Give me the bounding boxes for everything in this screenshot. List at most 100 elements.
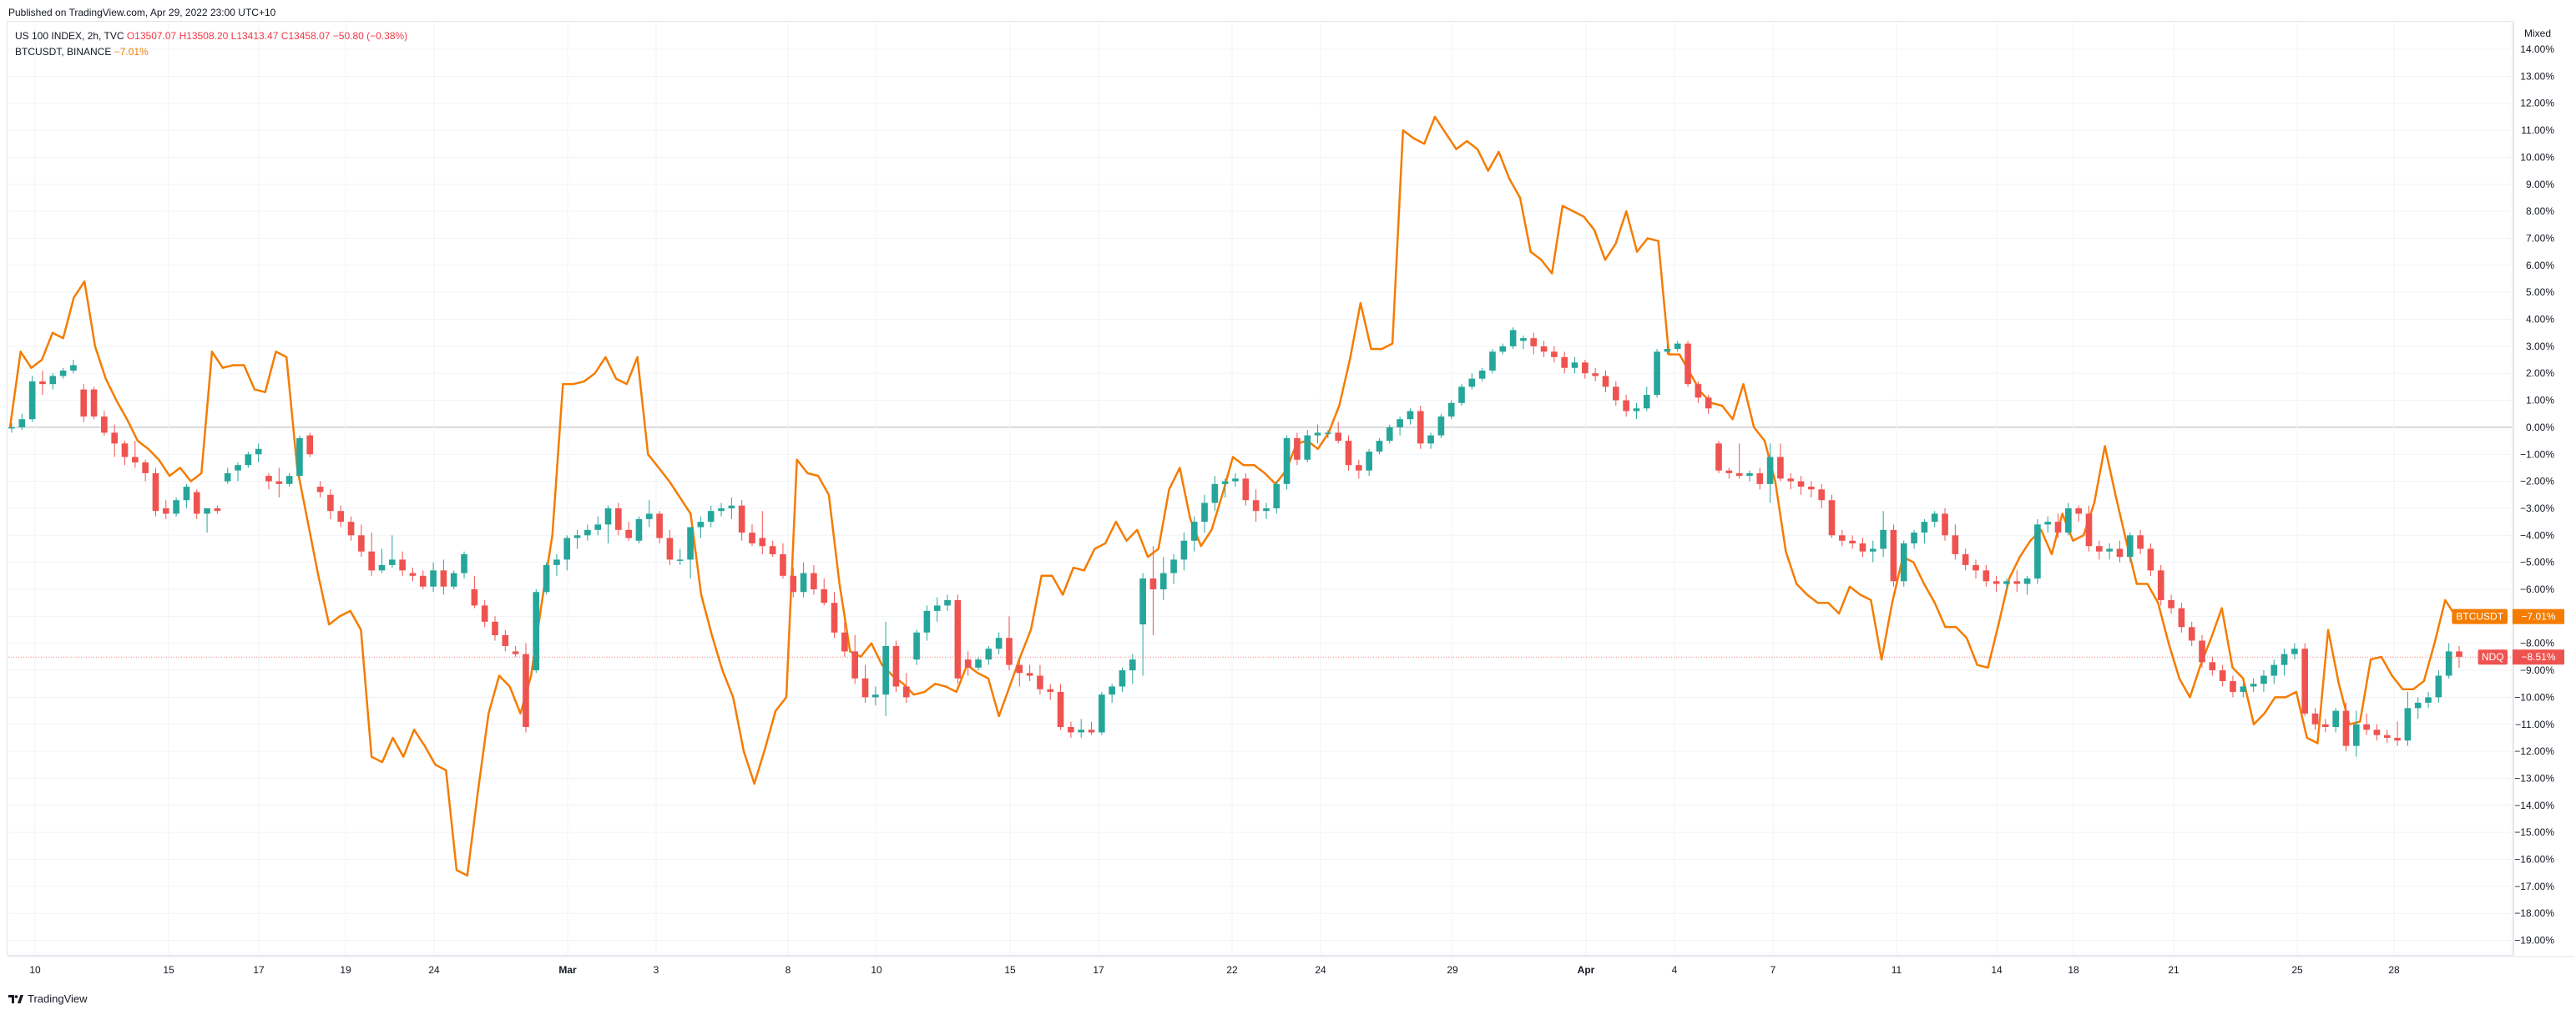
scale-mode-label[interactable]: Mixed (2523, 28, 2551, 39)
ndq-candle (1777, 443, 1784, 482)
ndq-candle (121, 441, 129, 466)
ndq-candle (1890, 524, 1897, 587)
x-tick-label: Apr (1578, 964, 1595, 976)
candle-body (2023, 578, 2031, 584)
candle-body (204, 508, 210, 514)
candle-body (676, 559, 684, 561)
candle-body (738, 505, 745, 533)
ndq-candle (780, 543, 786, 579)
candle-body (265, 476, 272, 482)
ndq-candle (440, 559, 447, 595)
candle-body (1880, 529, 1887, 549)
ndq-candle (1201, 494, 1208, 533)
candle-body (419, 575, 427, 587)
y-tick-label: 10.00% (2520, 151, 2554, 163)
price-axis[interactable]: 14.00% 13.00% 12.00% 11.00% 10.00% 9.00% 8.00%… (2514, 43, 2554, 947)
ndq-candle (306, 432, 314, 457)
ndq-candle (193, 489, 200, 519)
ndq-candle (584, 524, 591, 541)
ndq-candle (769, 540, 776, 558)
candle-body (1190, 522, 1198, 541)
candle-body (59, 370, 67, 376)
candle-body (1057, 691, 1064, 727)
candle-body (1540, 346, 1548, 352)
x-tick-label: 17 (253, 964, 265, 976)
candle-body (1417, 411, 1424, 444)
ndq-candle (1520, 335, 1527, 350)
legend-ndx-name: US 100 INDEX, 2h, TVC (15, 30, 124, 42)
ndq-candle (1571, 356, 1578, 374)
ndq-candle (1983, 564, 1990, 587)
ndq-candle (1869, 540, 1876, 563)
ndq-candle (214, 505, 221, 514)
candle-body (1211, 483, 1219, 503)
candle-body (1582, 362, 1589, 374)
candle-body (1900, 543, 1907, 582)
y-tick-label: 2.00% (2526, 367, 2554, 379)
ndq-candle (173, 497, 179, 517)
candle-body (2199, 640, 2205, 663)
ndq-candle (882, 621, 889, 717)
ndq-candle (1294, 432, 1301, 466)
ndq-candle (337, 505, 345, 528)
candle-body (923, 610, 931, 633)
candle-body (944, 599, 951, 606)
ndq-candle (1190, 516, 1198, 552)
ndq-candle (1211, 476, 1219, 512)
ndq-candle (1252, 489, 1260, 523)
ndq-candle (409, 568, 417, 582)
ndq-candle (368, 533, 375, 576)
time-axis[interactable]: 10 15 17 19 24 Mar 3 8 10 15 17 22 24 29 Apr 4 7 11 14 18 21… (29, 964, 2400, 976)
ndq-candle (285, 472, 293, 487)
candle-body (214, 508, 221, 512)
candle-body (1386, 427, 1393, 442)
ndq-candle (2106, 543, 2113, 560)
ndq-candle (687, 527, 694, 579)
ndq-candle (316, 481, 324, 498)
ndq-candle (152, 467, 159, 517)
tradingview-logo[interactable]: TradingView (8, 992, 88, 1005)
candle-body (142, 462, 149, 473)
ndq-candle (707, 505, 715, 528)
candle-body (2425, 697, 2432, 703)
candle-body (1509, 330, 1517, 346)
ndq-candle (1109, 684, 1115, 703)
ndq-candle (1705, 395, 1712, 414)
x-tick-label: 4 (1672, 964, 1678, 976)
candle-body (933, 605, 941, 611)
candle-body (1551, 351, 1558, 357)
ndq-candle (1972, 559, 1979, 579)
ndq-candle (1695, 381, 1702, 403)
candle-body (1602, 376, 1609, 387)
ndq-candle (1068, 721, 1074, 738)
candle-body (1221, 481, 1229, 484)
candle-body (1592, 373, 1599, 376)
candle-body (2404, 708, 2412, 741)
candle-body (1756, 472, 1764, 484)
legend-ndx[interactable]: US 100 INDEX, 2h, TVC O13507.07 H13508.2… (15, 28, 407, 44)
candle-body (2230, 680, 2236, 692)
candle-body (1530, 338, 1538, 346)
ndq-candle (1006, 616, 1013, 671)
ndq-candle (1283, 435, 1291, 490)
candle-body (18, 419, 26, 427)
ndq-candle (347, 516, 355, 541)
last-value-label: −7.01% (2521, 611, 2555, 623)
x-tick-label: Mar (558, 964, 577, 976)
candle-body (1170, 559, 1177, 573)
legend-ndx-high: H13508.20 (179, 30, 229, 42)
candle-body (49, 376, 57, 385)
candle-body (1016, 664, 1023, 674)
candle-body (440, 570, 447, 587)
x-tick-label: 10 (29, 964, 41, 976)
candle-body (255, 448, 262, 455)
legend-btc[interactable]: BTCUSDT, BINANCE −7.01% (15, 44, 407, 60)
ndq-candle (1325, 430, 1331, 438)
ndq-candle (1159, 557, 1167, 600)
candle-body (707, 511, 715, 523)
ndq-candle (255, 443, 262, 462)
ndq-candle (543, 562, 550, 595)
candle-body (1447, 402, 1455, 417)
ndq-candle (2003, 578, 2010, 589)
